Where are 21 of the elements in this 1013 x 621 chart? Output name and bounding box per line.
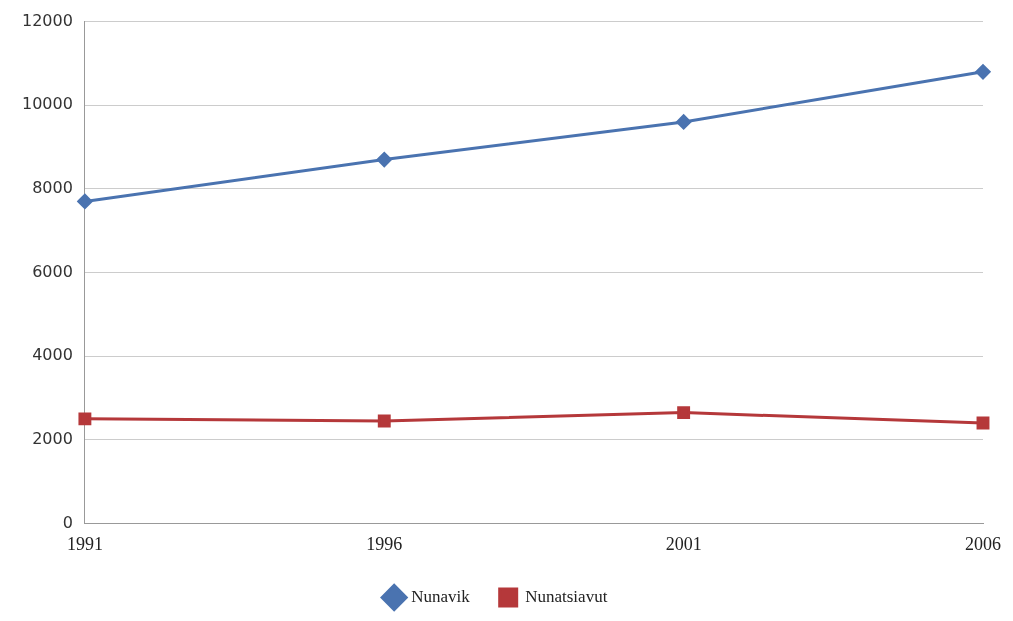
x-tick-label: 1996: [366, 533, 403, 554]
y-tick-label: 4000: [32, 345, 73, 365]
x-tick-label: 2006: [965, 533, 1001, 554]
point: [676, 114, 692, 130]
point: [975, 64, 991, 80]
y-tick-label: 12000: [21, 10, 73, 30]
legend-label: Nunavik: [411, 586, 471, 606]
point: [77, 193, 93, 209]
y-tick-label: 10000: [21, 94, 73, 114]
point: [376, 152, 392, 168]
x-tick-label: 2001: [665, 533, 702, 554]
y-tick-label: 6000: [32, 261, 73, 281]
x-tick-label: 1991: [66, 533, 103, 554]
point: [976, 416, 990, 430]
legend-label: Nunatsiavut: [525, 586, 608, 606]
y-tick-label: 2000: [32, 428, 73, 448]
y-tick-label: 0: [62, 512, 73, 532]
point: [377, 414, 391, 428]
point: [677, 406, 691, 420]
y-tick-label: 8000: [32, 178, 73, 198]
point: [78, 412, 92, 426]
